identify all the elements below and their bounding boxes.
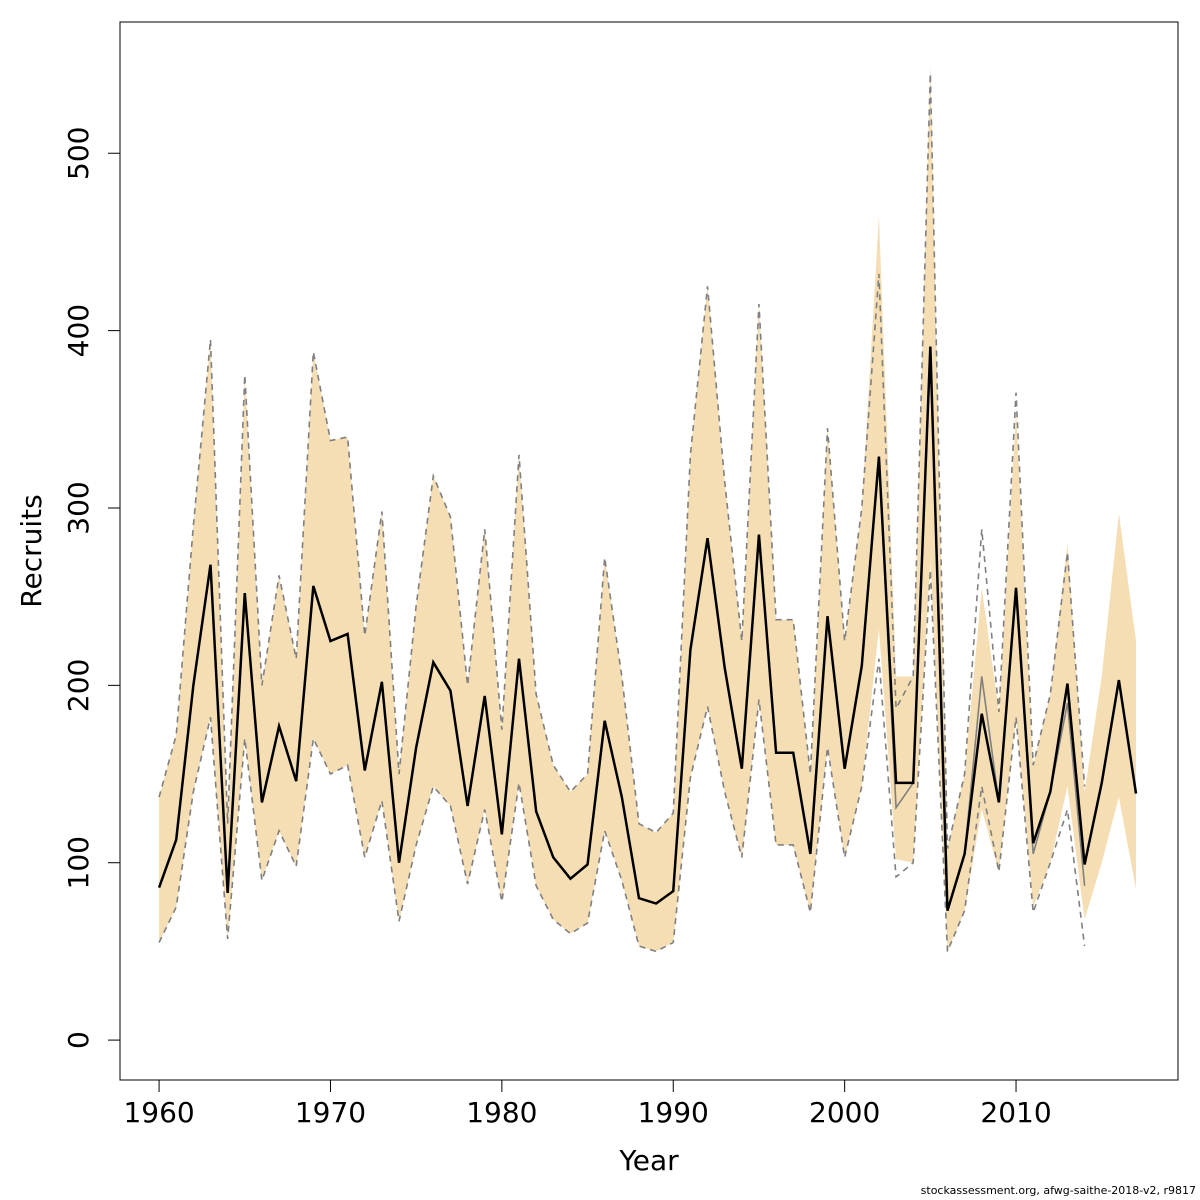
x-tick-label: 1990	[638, 1096, 709, 1129]
y-tick-label: 500	[62, 127, 95, 180]
x-tick-label: 1960	[123, 1096, 194, 1129]
y-tick-label: 300	[62, 481, 95, 534]
y-tick-label: 400	[62, 304, 95, 357]
y-tick-label: 0	[62, 1031, 95, 1049]
x-tick-label: 2000	[809, 1096, 880, 1129]
y-axis-label: Recruits	[15, 494, 48, 607]
confidence-band	[159, 64, 1137, 952]
x-axis-label: Year	[618, 1144, 679, 1177]
x-tick-label: 2010	[980, 1096, 1051, 1129]
x-tick-label: 1970	[295, 1096, 366, 1129]
y-tick-label: 100	[62, 836, 95, 889]
x-tick-label: 1980	[466, 1096, 537, 1129]
footer: stockassessment.org, afwg-saithe-2018-v2…	[921, 1184, 1196, 1197]
estimate-line	[157, 346, 1138, 911]
y-tick-label: 200	[62, 659, 95, 712]
